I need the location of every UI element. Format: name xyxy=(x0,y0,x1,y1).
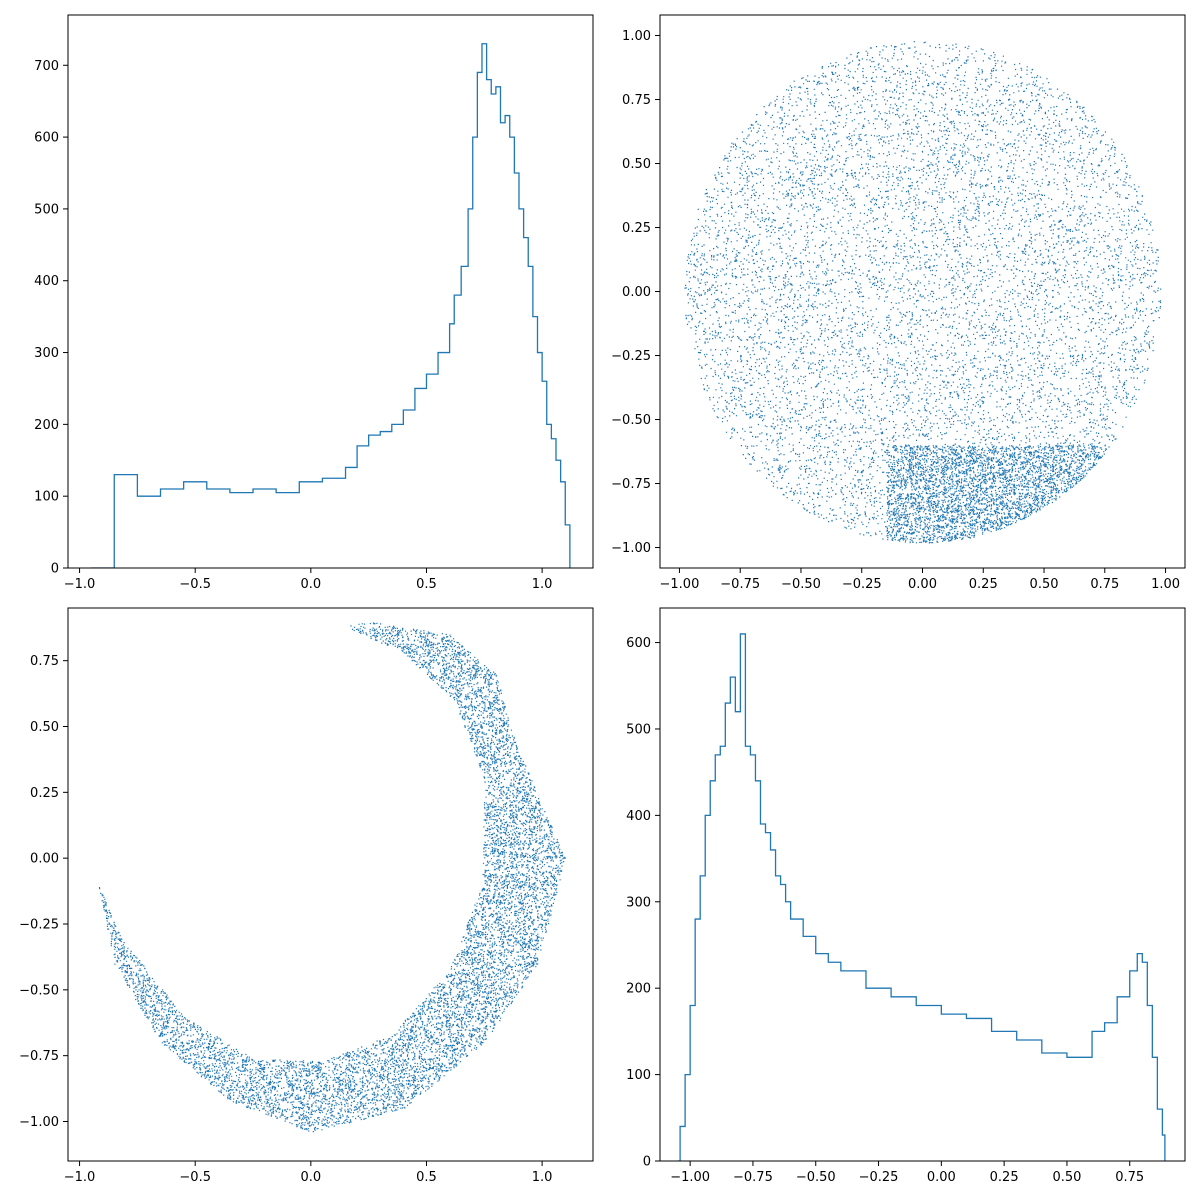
histogram-step-line xyxy=(91,43,571,568)
scatter-bottom-left: −1.0 −0.5 0.0 0.5 1.0 −1.00 −0.75 −0.50 −0.25 0.… xyxy=(19,607,594,1185)
y-tick-label: 400 xyxy=(34,274,59,289)
y-tick-label: 500 xyxy=(626,722,651,737)
x-tick-label: −1.0 xyxy=(64,577,96,592)
x-tick-label: 0.00 xyxy=(908,577,937,592)
x-tick-label: 0.5 xyxy=(416,577,437,592)
y-tick-label: 300 xyxy=(626,895,651,910)
x-axis: −1.0 −0.5 0.0 0.5 1.0 xyxy=(64,568,553,592)
plot-area xyxy=(684,41,1162,544)
x-tick-label: −1.00 xyxy=(660,577,700,592)
y-axis: 0 100 200 300 400 500 600 xyxy=(626,636,660,1170)
x-tick-label: −0.25 xyxy=(859,1170,899,1185)
x-tick-label: −0.50 xyxy=(781,577,821,592)
y-tick-label: −0.75 xyxy=(19,1049,59,1064)
x-tick-label: −0.75 xyxy=(733,1170,773,1185)
x-tick-label: 0.5 xyxy=(416,1170,437,1185)
x-axis: −1.0 −0.5 0.0 0.5 1.0 xyxy=(64,1161,553,1185)
x-tick-label: −1.0 xyxy=(64,1170,96,1185)
y-tick-label: 100 xyxy=(34,490,59,505)
x-tick-label: 0.0 xyxy=(300,1170,321,1185)
y-tick-label: −0.50 xyxy=(19,983,59,998)
y-tick-label: 500 xyxy=(34,202,59,217)
y-tick-label: 700 xyxy=(34,59,59,74)
x-tick-label: −0.50 xyxy=(796,1170,836,1185)
y-axis: −1.00 −0.75 −0.50 −0.25 0.00 0.25 0.50 0.75 1.00 xyxy=(611,29,660,556)
x-tick-label: 0.25 xyxy=(990,1170,1019,1185)
y-tick-label: −1.00 xyxy=(19,1115,59,1130)
y-tick-label: −0.25 xyxy=(611,349,651,364)
x-tick-label: 0.50 xyxy=(1030,577,1059,592)
scatter-points xyxy=(684,41,1162,544)
y-tick-label: −0.25 xyxy=(19,918,59,933)
x-tick-label: −0.5 xyxy=(179,1170,211,1185)
y-tick-label: 0.25 xyxy=(30,786,59,801)
y-tick-label: 0.00 xyxy=(622,285,651,300)
y-tick-label: 300 xyxy=(34,346,59,361)
axes-frame xyxy=(659,607,1186,1162)
scatter-top-right: −1.00 −0.75 −0.50 −0.25 0.00 0.25 0.50 0.75 1.00… xyxy=(611,14,1186,592)
x-axis: −1.00 −0.75 −0.50 −0.25 0.00 0.25 0.50 0.75 xyxy=(670,1161,1144,1185)
y-tick-label: 0.75 xyxy=(622,93,651,108)
y-tick-label: −1.00 xyxy=(611,541,651,556)
y-axis: 0 100 200 300 400 500 600 700 xyxy=(34,59,68,577)
y-tick-label: −0.75 xyxy=(611,477,651,492)
x-tick-label: 0.0 xyxy=(300,577,321,592)
histogram-bottom-right: −1.00 −0.75 −0.50 −0.25 0.00 0.25 0.50 0.75 0 10… xyxy=(626,607,1186,1185)
x-tick-label: −1.00 xyxy=(670,1170,710,1185)
y-tick-label: 200 xyxy=(626,982,651,997)
x-tick-label: 1.0 xyxy=(532,577,553,592)
y-tick-label: 0.50 xyxy=(622,157,651,172)
plot-area xyxy=(677,633,1166,1161)
x-tick-label: 0.25 xyxy=(969,577,998,592)
y-tick-label: 0 xyxy=(643,1155,651,1170)
y-tick-label: 600 xyxy=(34,131,59,146)
y-tick-label: 200 xyxy=(34,418,59,433)
y-tick-label: 1.00 xyxy=(622,29,651,44)
x-tick-label: 0.50 xyxy=(1052,1170,1081,1185)
x-tick-label: −0.25 xyxy=(842,577,882,592)
x-tick-label: −0.5 xyxy=(179,577,211,592)
x-tick-label: 0.75 xyxy=(1090,577,1119,592)
x-tick-label: −0.75 xyxy=(720,577,760,592)
axes-frame xyxy=(67,14,594,569)
x-axis: −1.00 −0.75 −0.50 −0.25 0.00 0.25 0.50 0.75 1.00 xyxy=(660,568,1180,592)
histogram-step-line xyxy=(677,633,1166,1161)
x-tick-label: 0.75 xyxy=(1115,1170,1144,1185)
y-tick-label: 100 xyxy=(626,1068,651,1083)
y-tick-label: −0.50 xyxy=(611,413,651,428)
plot-area xyxy=(91,43,571,568)
x-tick-label: 1.0 xyxy=(532,1170,553,1185)
y-tick-label: 400 xyxy=(626,809,651,824)
y-tick-label: 600 xyxy=(626,636,651,651)
y-tick-label: 0.50 xyxy=(30,720,59,735)
histogram-top-left: −1.0 −0.5 0.0 0.5 1.0 0 100 200 300 400 500 600 700 xyxy=(34,14,594,592)
y-tick-label: 0.25 xyxy=(622,221,651,236)
x-tick-label: 0.00 xyxy=(927,1170,956,1185)
y-tick-label: 0.00 xyxy=(30,852,59,867)
y-tick-label: 0.75 xyxy=(30,654,59,669)
axes-frame xyxy=(67,607,594,1162)
y-tick-label: 0 xyxy=(51,562,59,577)
x-tick-label: 1.00 xyxy=(1151,577,1180,592)
y-axis: −1.00 −0.75 −0.50 −0.25 0.00 0.25 0.50 0.75 xyxy=(19,654,68,1130)
